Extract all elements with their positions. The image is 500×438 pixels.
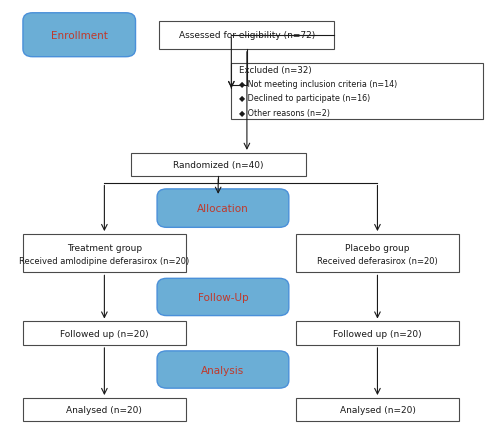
Text: Analysed (n=20): Analysed (n=20) xyxy=(66,405,142,414)
Text: ◆ Declined to participate (n=16): ◆ Declined to participate (n=16) xyxy=(238,94,370,103)
Text: Allocation: Allocation xyxy=(197,204,249,214)
Text: ◆ Other reasons (n=2): ◆ Other reasons (n=2) xyxy=(238,108,330,117)
Text: Followed up (n=20): Followed up (n=20) xyxy=(60,329,148,338)
FancyBboxPatch shape xyxy=(296,398,459,421)
FancyBboxPatch shape xyxy=(157,190,289,228)
FancyBboxPatch shape xyxy=(23,234,186,273)
Text: ◆ Not meeting inclusion criteria (n=14): ◆ Not meeting inclusion criteria (n=14) xyxy=(238,80,397,89)
Text: Follow-Up: Follow-Up xyxy=(198,292,248,302)
Text: Excluded (n=32): Excluded (n=32) xyxy=(238,66,311,75)
FancyBboxPatch shape xyxy=(157,351,289,388)
Text: Received deferasirox (n=20): Received deferasirox (n=20) xyxy=(317,257,438,266)
FancyBboxPatch shape xyxy=(23,398,186,421)
FancyBboxPatch shape xyxy=(157,279,289,316)
Text: Randomized (n=40): Randomized (n=40) xyxy=(173,161,264,170)
FancyBboxPatch shape xyxy=(130,153,306,177)
Text: Enrollment: Enrollment xyxy=(51,31,108,41)
FancyBboxPatch shape xyxy=(296,234,459,273)
Text: Placebo group: Placebo group xyxy=(345,244,410,252)
Text: Received amlodipine deferasirox (n=20): Received amlodipine deferasirox (n=20) xyxy=(20,257,190,266)
FancyBboxPatch shape xyxy=(232,64,483,120)
FancyBboxPatch shape xyxy=(23,322,186,345)
FancyBboxPatch shape xyxy=(296,322,459,345)
Text: Analysis: Analysis xyxy=(202,365,244,374)
Text: Analysed (n=20): Analysed (n=20) xyxy=(340,405,415,414)
Text: Treatment group: Treatment group xyxy=(67,244,142,252)
FancyBboxPatch shape xyxy=(23,14,136,57)
FancyBboxPatch shape xyxy=(160,21,334,50)
Text: Followed up (n=20): Followed up (n=20) xyxy=(333,329,422,338)
Text: Assessed for eligibility (n=72): Assessed for eligibility (n=72) xyxy=(179,31,315,40)
